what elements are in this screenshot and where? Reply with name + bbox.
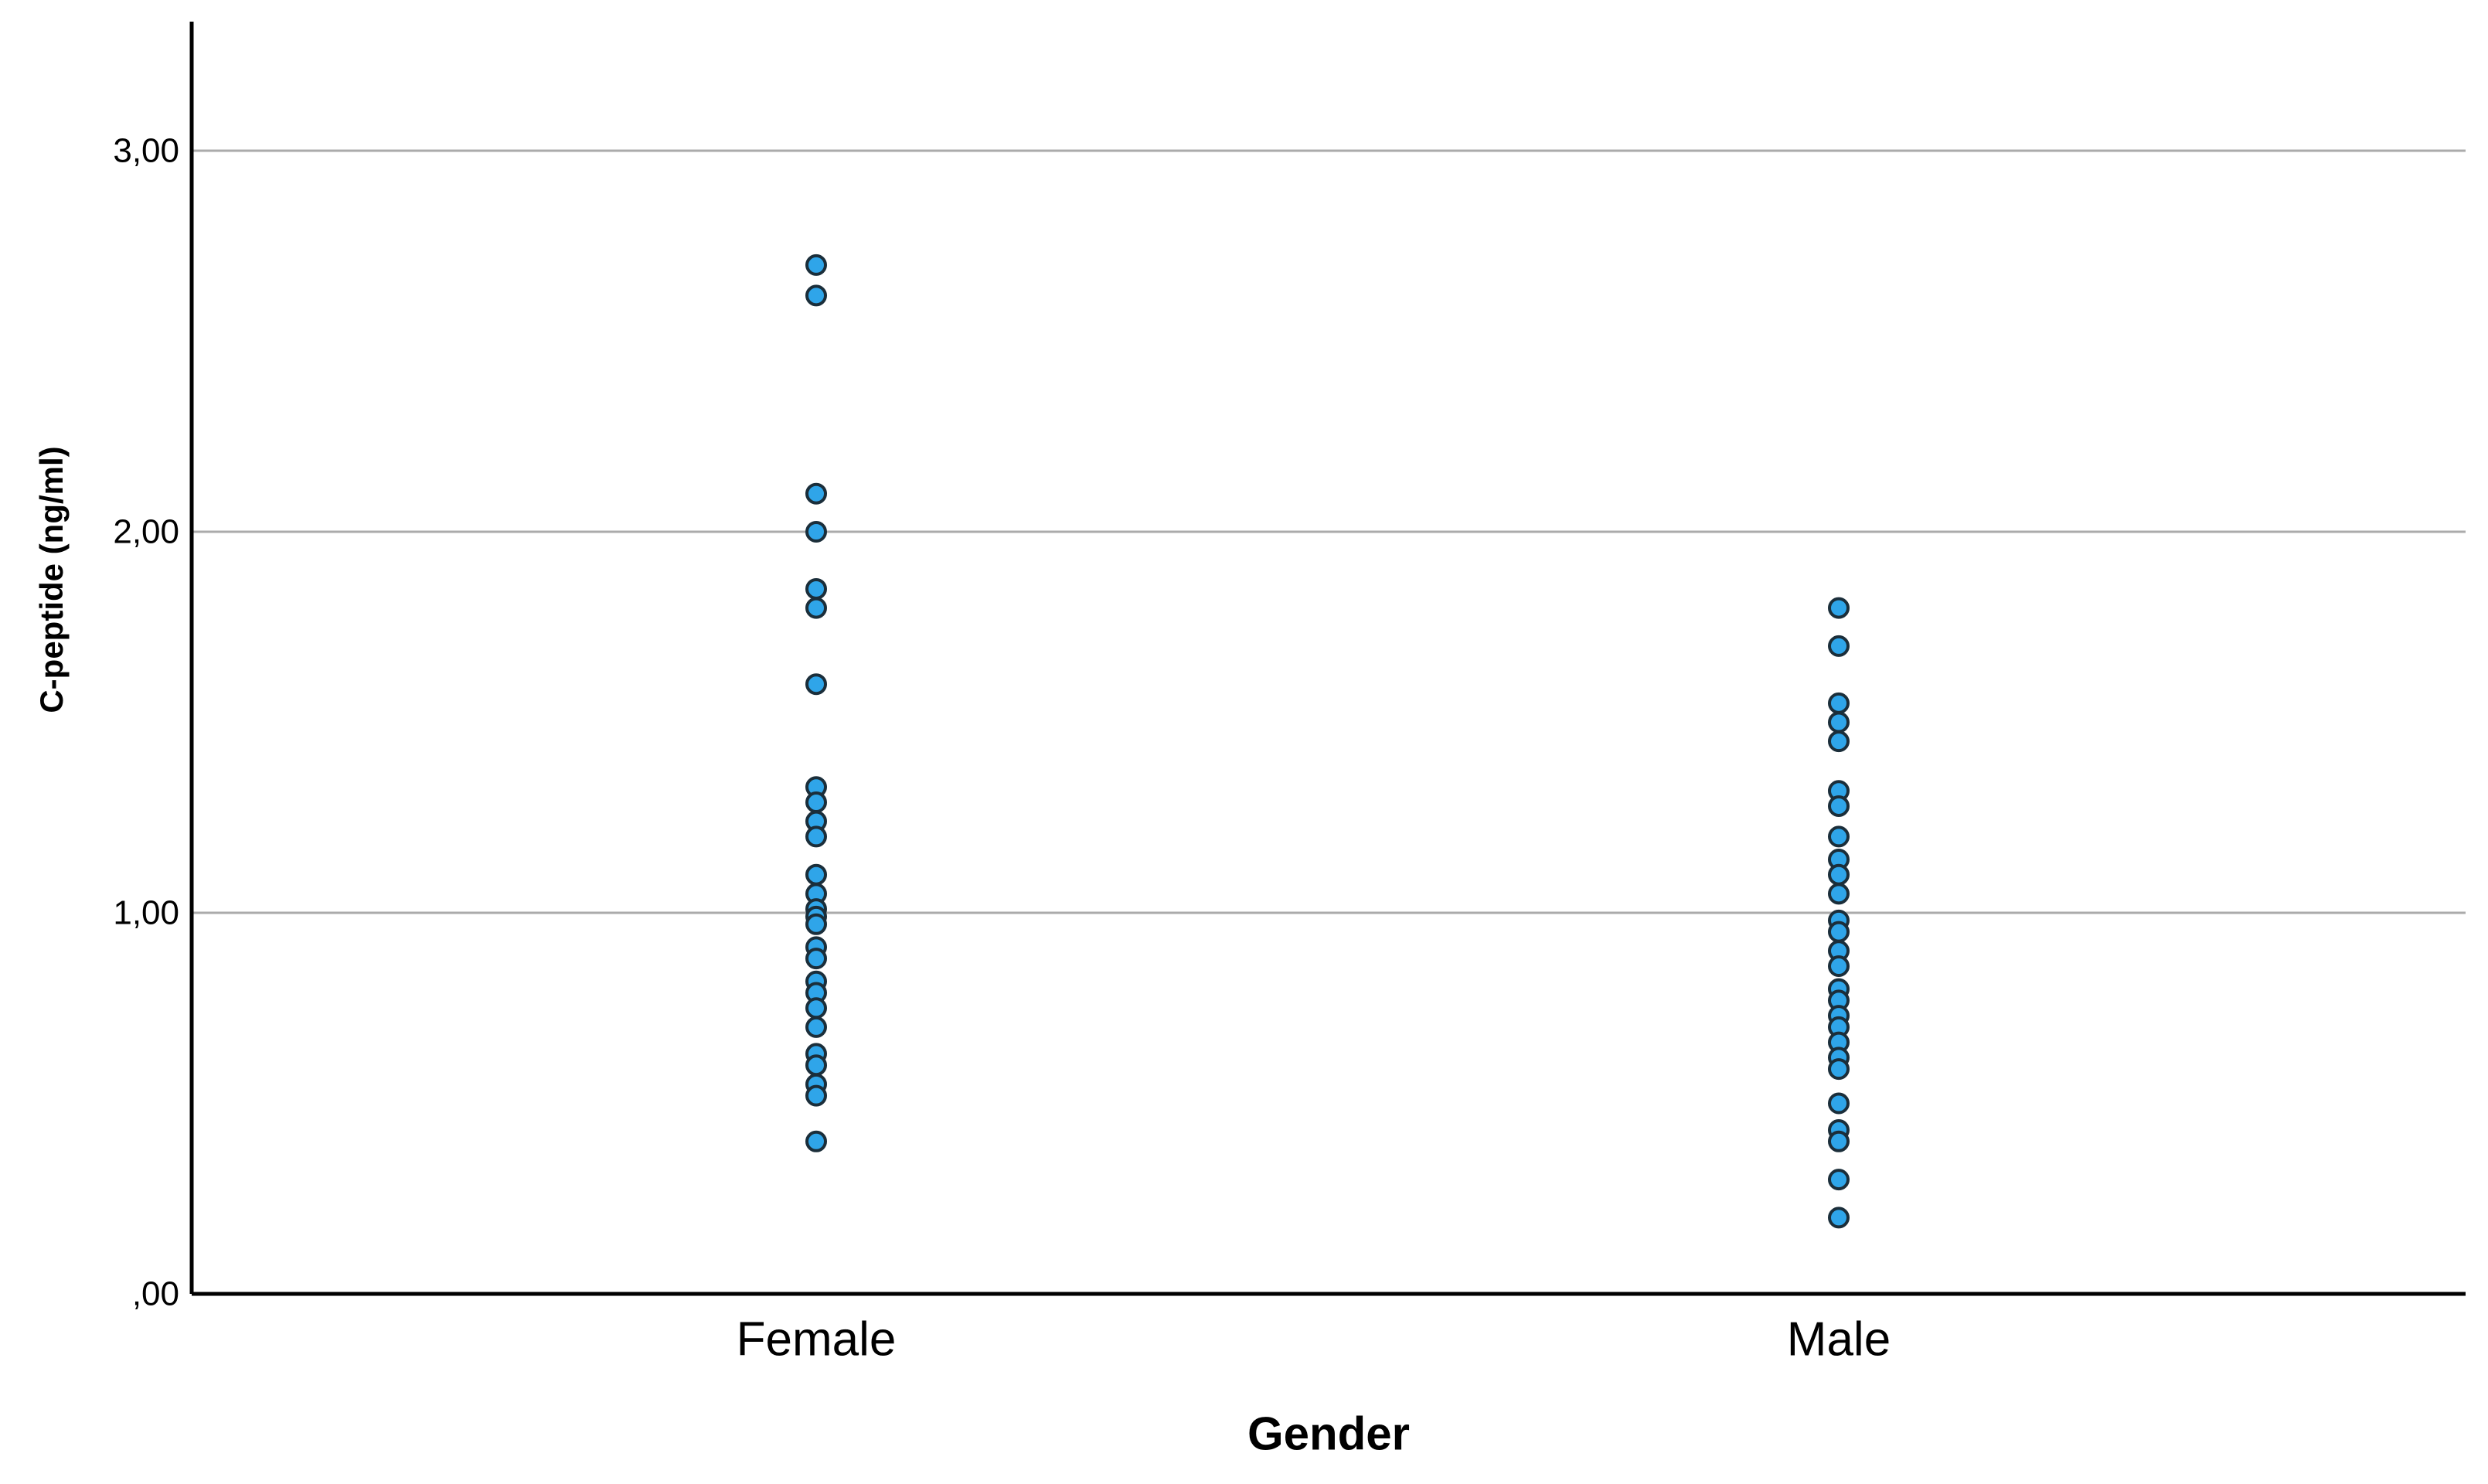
data-point [805, 521, 827, 543]
data-point [805, 1130, 827, 1152]
data-point [805, 284, 827, 307]
data-point [805, 597, 827, 619]
data-point [1828, 692, 1850, 714]
data-point [1828, 921, 1850, 943]
data-point [805, 673, 827, 696]
data-point [1828, 635, 1850, 657]
y-axis-title: C-peptide (ng/ml) [33, 446, 70, 713]
data-point [1828, 730, 1850, 753]
data-point [805, 577, 827, 600]
data-point [805, 1054, 827, 1077]
data-point [1828, 863, 1850, 886]
data-point [1828, 1130, 1850, 1152]
data-point [1828, 1092, 1850, 1115]
data-point [1828, 711, 1850, 733]
data-point [1828, 597, 1850, 619]
y-tick-label: ,00 [132, 1275, 179, 1313]
y-tick-label: 3,00 [113, 132, 179, 170]
data-point [805, 1016, 827, 1038]
data-point [805, 863, 827, 886]
x-category-label: Male [1787, 1313, 1891, 1367]
data-point [1828, 955, 1850, 978]
data-point [805, 948, 827, 970]
data-point [1828, 883, 1850, 905]
y-tick-label: 1,00 [113, 894, 179, 932]
x-category-label: Female [737, 1313, 897, 1367]
y-tick-label: 2,00 [113, 513, 179, 551]
data-point [805, 913, 827, 935]
data-point [805, 825, 827, 848]
data-point [1828, 1169, 1850, 1191]
data-point [1828, 825, 1850, 848]
data-point [1828, 1058, 1850, 1081]
data-point [805, 482, 827, 505]
data-point [1828, 1207, 1850, 1229]
data-point [805, 254, 827, 276]
data-point [805, 791, 827, 814]
data-point [1828, 795, 1850, 817]
x-axis-title: Gender [1247, 1407, 1411, 1460]
data-point [805, 997, 827, 1019]
data-point [805, 1084, 827, 1107]
